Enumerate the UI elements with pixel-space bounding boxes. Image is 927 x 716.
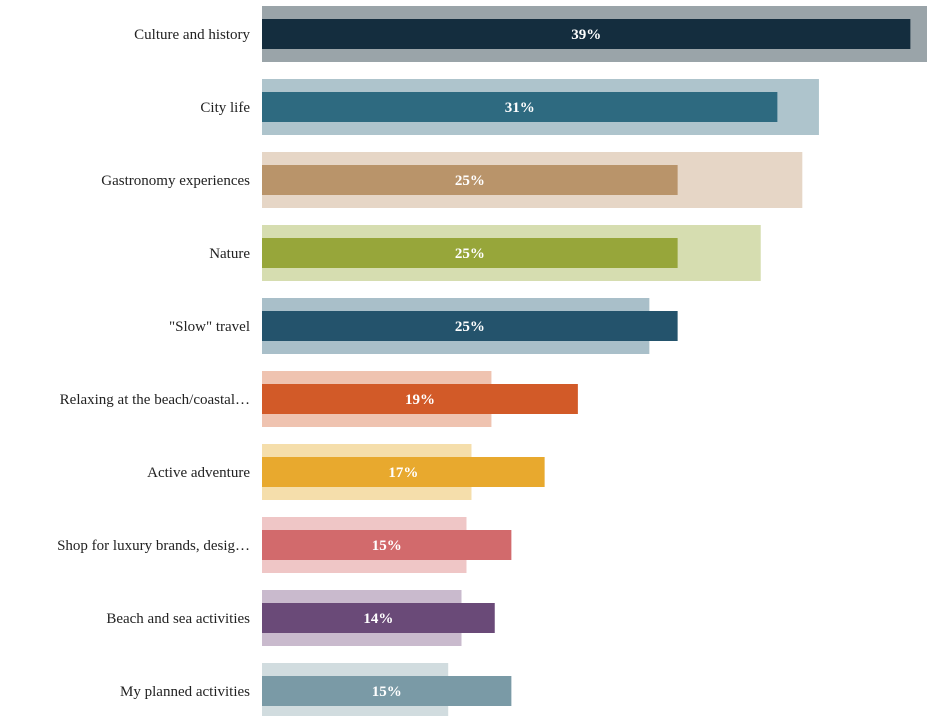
bar-2 <box>262 165 678 195</box>
category-label: My planned activities <box>120 684 250 700</box>
category-label: Shop for luxury brands, desig… <box>57 538 250 554</box>
category-label: City life <box>200 100 250 116</box>
bar-3 <box>262 238 678 268</box>
category-label: Beach and sea activities <box>106 611 250 627</box>
bar-0 <box>262 19 911 49</box>
bar-4 <box>262 311 678 341</box>
category-label: Culture and history <box>134 27 250 43</box>
data-label: 25% <box>455 319 485 335</box>
data-label: 17% <box>388 465 418 481</box>
data-label: 15% <box>372 538 402 554</box>
category-label: Active adventure <box>147 465 250 481</box>
data-label: 15% <box>372 684 402 700</box>
data-label: 39% <box>571 27 601 43</box>
category-label: Nature <box>209 246 250 262</box>
data-label: 14% <box>363 611 393 627</box>
bar-5 <box>262 384 578 414</box>
data-label: 31% <box>505 100 535 116</box>
bar-6 <box>262 457 545 487</box>
bar-7 <box>262 530 512 560</box>
category-label: Gastronomy experiences <box>101 173 250 189</box>
bar-9 <box>262 676 512 706</box>
data-label: 19% <box>405 392 435 408</box>
category-label: Relaxing at the beach/coastal… <box>60 392 250 408</box>
data-label: 25% <box>455 246 485 262</box>
data-label: 25% <box>455 173 485 189</box>
bar-1 <box>262 92 778 122</box>
category-label: "Slow" travel <box>169 319 250 335</box>
bar-8 <box>262 603 495 633</box>
